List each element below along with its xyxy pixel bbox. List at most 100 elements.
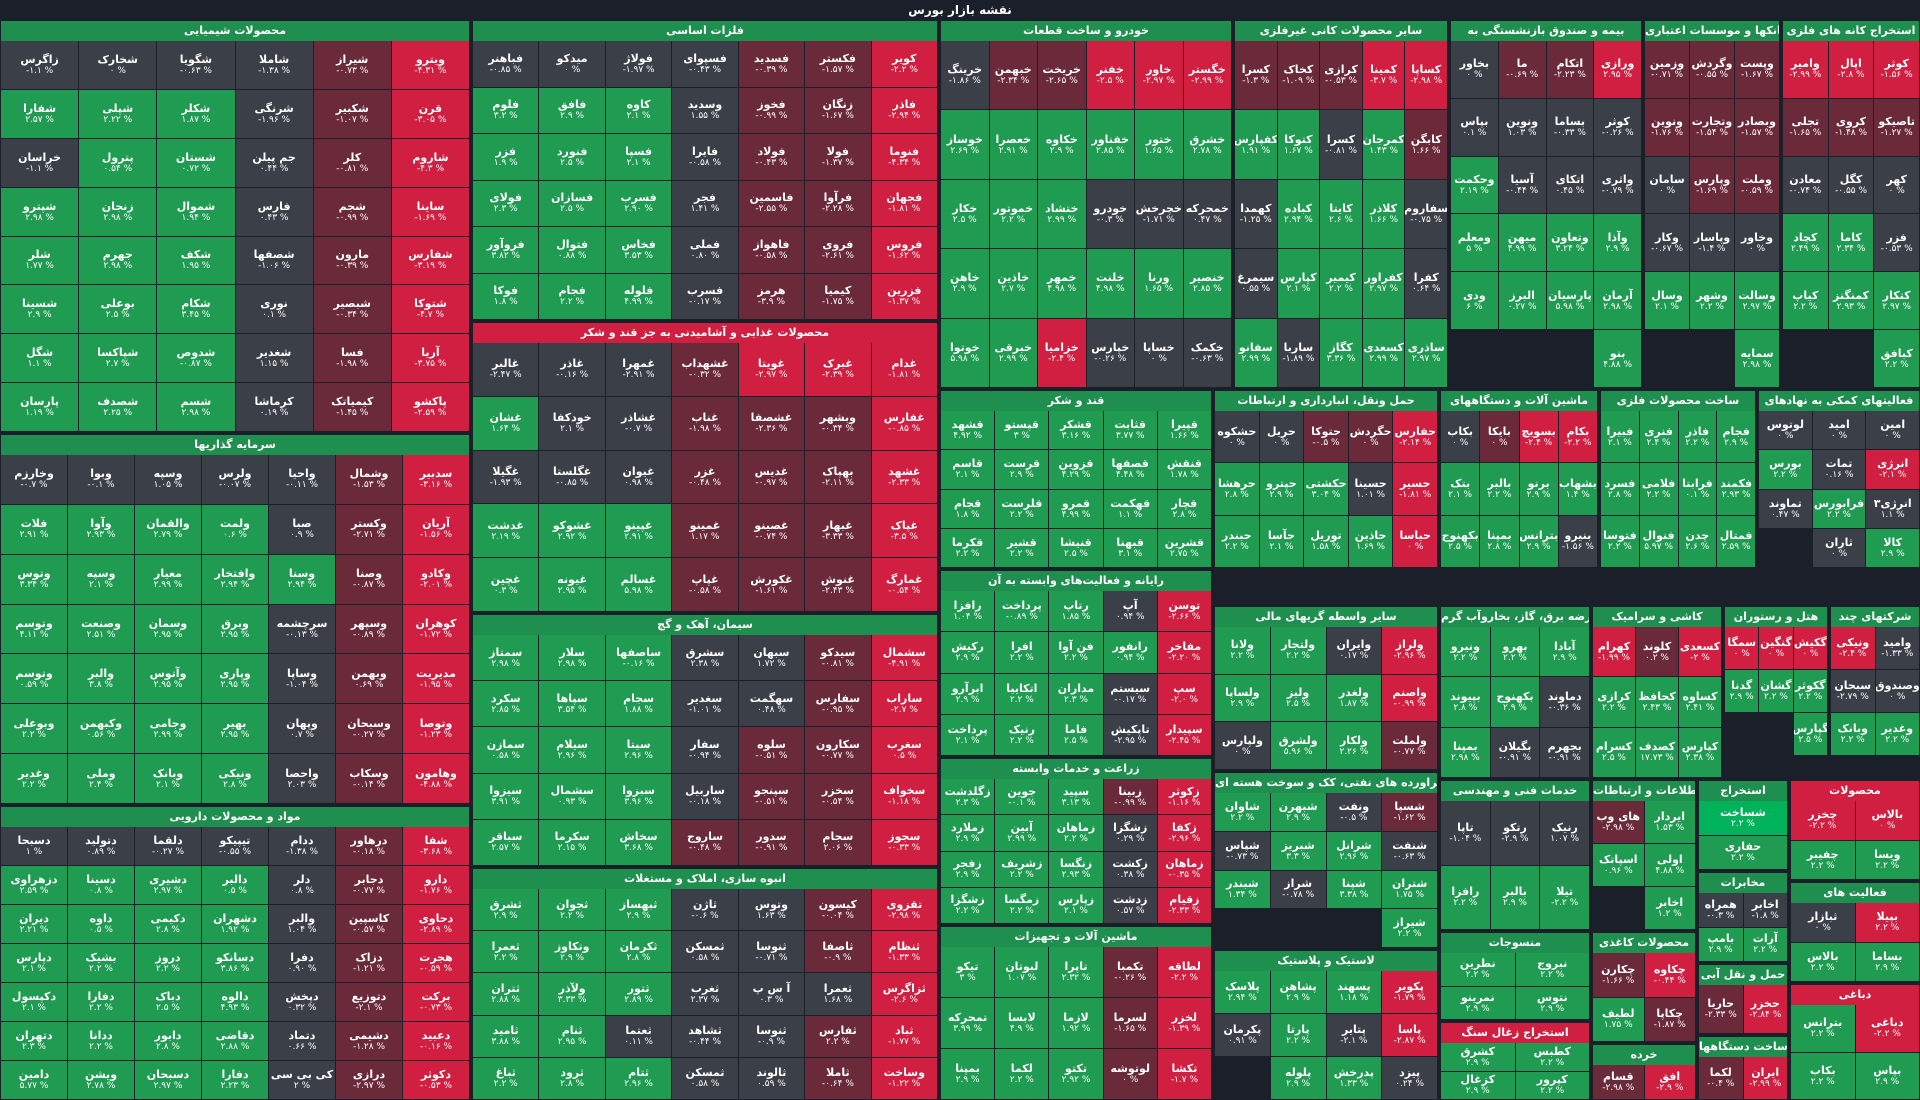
stock-tile[interactable]: فاذر ۲.۲ % [1678, 411, 1717, 463]
stock-tile[interactable]: فافق ۲.۹ % [539, 87, 605, 133]
stock-tile[interactable]: خگستر -۲.۹۹ % [1183, 41, 1231, 110]
stock-tile[interactable]: بوعلی ۲.۵ % [79, 285, 157, 334]
stock-tile[interactable]: خکار ۲.۵ % [941, 179, 989, 249]
stock-tile[interactable]: کسرا -۱.۳ % [1235, 41, 1277, 110]
stock-tile[interactable]: وسدید ۱.۵۵ % [672, 87, 738, 133]
stock-tile[interactable]: خموتور ۲.۲ % [989, 179, 1037, 249]
stock-tile[interactable]: وبرق ۲.۹۵ % [202, 604, 268, 654]
stock-tile[interactable]: وساخت -۱.۲۲ % [871, 1057, 937, 1099]
stock-tile[interactable]: زبینا -۰.۹۹ % [1103, 779, 1157, 815]
sector-title[interactable]: ماشین آلات و دستگاههای [1441, 391, 1597, 411]
stock-tile[interactable]: بالبر ۲.۲ % [1480, 463, 1519, 515]
stock-tile[interactable]: سکرما ۲.۱۵ % [539, 819, 605, 865]
stock-tile[interactable]: بایکا ۰ % [1480, 411, 1519, 463]
stock-tile[interactable]: کچاد ۲.۴۹ % [1783, 214, 1828, 272]
stock-tile[interactable]: ولمت ۰.۶ % [202, 504, 268, 554]
stock-tile[interactable]: حگردش ۰ % [1348, 411, 1393, 463]
stock-tile[interactable]: دالوه ۴.۹۳ % [202, 983, 268, 1021]
sector-title[interactable]: رایانه و فعالیت‌های وابسته به آن [941, 571, 1211, 591]
stock-tile[interactable]: سهگمت ۰.۴۸ % [738, 681, 805, 727]
stock-tile[interactable]: ثتور ۲.۸۹ % [605, 973, 672, 1015]
stock-tile[interactable]: فولاژ -۱.۹۷ % [605, 41, 672, 87]
stock-tile[interactable]: شرنگی -۱.۹۶ % [235, 89, 313, 138]
stock-tile[interactable]: سفاروم -۰.۷۵ % [1405, 179, 1447, 249]
stock-tile[interactable]: شفارا ۲.۵۷ % [1, 89, 79, 138]
stock-tile[interactable]: خمحرکه ۰.۴۷ % [1183, 179, 1231, 249]
stock-tile[interactable]: زکوثر -۱.۱۶ % [1157, 779, 1211, 815]
stock-tile[interactable]: خنصیر ۲.۸۵ % [1183, 249, 1231, 318]
stock-tile[interactable]: فنورد ۲.۵ % [539, 134, 605, 180]
stock-tile[interactable]: کی بی سی ۲ % [269, 1061, 335, 1099]
stock-tile[interactable]: کابگن ۱.۶۶ % [1405, 110, 1447, 179]
stock-tile[interactable]: فرآوا -۲.۲۸ % [805, 180, 871, 226]
stock-tile[interactable]: سغدیر -۱.۰۱ % [672, 681, 738, 727]
stock-tile[interactable]: وبانک ۲.۲ % [1831, 713, 1875, 755]
stock-tile[interactable]: آسیا -۰.۴۴ % [1498, 156, 1546, 214]
stock-tile[interactable]: ثنوسا -۰.۹ % [738, 1015, 805, 1057]
stock-tile[interactable]: ختور ۱.۶۵ % [1135, 110, 1183, 179]
stock-tile[interactable]: کفپارس ۱.۹۱ % [1235, 110, 1277, 179]
stock-tile[interactable]: غدام -۱.۸۱ % [871, 343, 937, 396]
stock-tile[interactable]: خاور -۲.۹۷ % [1135, 41, 1183, 110]
stock-tile[interactable]: ثنظام -۱.۳۳ % [871, 931, 937, 973]
stock-tile[interactable]: ساراب -۲.۷ % [871, 681, 937, 727]
stock-tile[interactable]: غناب -۱.۹۸ % [672, 396, 738, 450]
stock-tile[interactable]: لخزر -۱.۳۹ % [1157, 998, 1211, 1048]
sector-title[interactable]: استخراج [1699, 781, 1787, 801]
stock-tile[interactable]: دتوزیع -۲.۱ % [336, 983, 402, 1021]
stock-tile[interactable]: سخاش ۳.۶۸ % [605, 819, 672, 865]
stock-tile[interactable]: غمینو ۱.۱۷ % [672, 504, 738, 558]
stock-tile[interactable]: ددام -۱.۳۸ % [269, 827, 335, 865]
stock-tile[interactable]: حسینا ۱.۰۱ % [1348, 463, 1393, 515]
stock-tile[interactable]: لسرما -۱.۶۵ % [1103, 998, 1157, 1048]
stock-tile[interactable]: زنجان ۲.۹۸ % [79, 187, 157, 236]
stock-tile[interactable]: کبافق ۲.۲ % [1874, 330, 1919, 387]
stock-tile[interactable]: خمهر ۴.۹۸ % [1038, 249, 1086, 318]
stock-tile[interactable]: زنگسا ۲.۹۳ % [1049, 851, 1103, 887]
stock-tile[interactable]: بجهرم -۰.۹۱ % [1540, 727, 1589, 777]
stock-tile[interactable]: فخوز -۰.۹۹ % [738, 87, 805, 133]
stock-tile[interactable]: کهمدا -۱.۲۵ % [1235, 179, 1277, 249]
stock-tile[interactable]: غصینو -۰.۷۴ % [738, 504, 805, 558]
stock-tile[interactable]: فارس ۰.۴۳ % [235, 187, 313, 236]
sector-title[interactable]: ساخت محصولات فلزی [1601, 391, 1755, 411]
stock-tile[interactable]: دسانکو ۳.۸۶ % [202, 944, 268, 982]
stock-tile[interactable]: وخاور ۰ % [1735, 214, 1779, 272]
stock-tile[interactable]: ختشاد ۲.۹۹ % [1038, 179, 1086, 249]
stock-tile[interactable]: شاروم -۴.۳ % [391, 138, 469, 187]
stock-tile[interactable]: ساربا -۱.۸۹ % [1277, 318, 1320, 387]
stock-tile[interactable]: دشیری ۲.۹۷ % [135, 866, 201, 904]
stock-tile[interactable]: مداران ۲.۳ % [1049, 673, 1103, 714]
stock-tile[interactable]: افق -۲.۹ % [1644, 1065, 1695, 1099]
stock-tile[interactable]: وتوسم ۴.۱۱ % [1, 604, 67, 654]
stock-tile[interactable]: بساما ۲.۹ % [1855, 942, 1919, 981]
stock-tile[interactable]: لطیف ۱.۷۵ % [1593, 997, 1644, 1041]
stock-tile[interactable]: هرمز -۳.۹ % [738, 273, 805, 319]
stock-tile[interactable]: ثالوند ۰.۵۹ % [738, 1057, 805, 1099]
stock-tile[interactable]: زقیام -۲.۳۳ % [1157, 887, 1211, 923]
stock-tile[interactable]: دباک ۲.۵ % [135, 983, 201, 1021]
stock-tile[interactable]: کویر -۲.۲ % [871, 41, 937, 87]
sector-title[interactable]: اطلاعات و ارتباطات [1593, 781, 1695, 801]
stock-tile[interactable]: کرازی -۰.۵۳ % [1320, 41, 1362, 110]
stock-tile[interactable]: دعبید -۰.۱۶ % [403, 1022, 469, 1060]
stock-tile[interactable]: کالا ۲.۹ % [1866, 528, 1919, 567]
stock-tile[interactable]: بکاب ۰ % [1441, 411, 1480, 463]
stock-tile[interactable]: انرژی -۲.۱ % [1866, 450, 1919, 489]
stock-tile[interactable]: کفراور ۲.۹۷ % [1362, 249, 1405, 318]
stock-tile[interactable]: حاذین ۱.۶۹ % [1348, 515, 1393, 567]
stock-tile[interactable]: شپترو ۲.۹۸ % [1, 187, 79, 236]
stock-tile[interactable]: خبرقی ۲.۹۹ % [989, 318, 1037, 387]
stock-tile[interactable]: دزاک -۱.۲۱ % [336, 944, 402, 982]
stock-tile[interactable]: غشهد -۲.۳۳ % [871, 450, 937, 504]
stock-tile[interactable]: وپهان ۰.۷ % [269, 704, 335, 754]
sector-title[interactable]: سیمان، آهک و گچ [473, 615, 937, 635]
stock-tile[interactable]: ساینا -۱.۶۹ % [391, 187, 469, 236]
sector-title[interactable]: سایر محصولات کانی غیرفلزی [1235, 21, 1447, 41]
stock-tile[interactable]: حاریا -۲.۳۳ % [1699, 985, 1743, 1033]
stock-tile[interactable]: آ س پ ۰.۳ % [738, 973, 805, 1015]
stock-tile[interactable]: خراسان -۱.۱ % [1, 138, 79, 187]
stock-tile[interactable]: فزرین -۱.۳۷ % [871, 273, 937, 319]
stock-tile[interactable]: پرداخت -۰.۸۹ % [995, 591, 1049, 632]
stock-tile[interactable]: سیستم -۰.۱۷ % [1103, 673, 1157, 714]
